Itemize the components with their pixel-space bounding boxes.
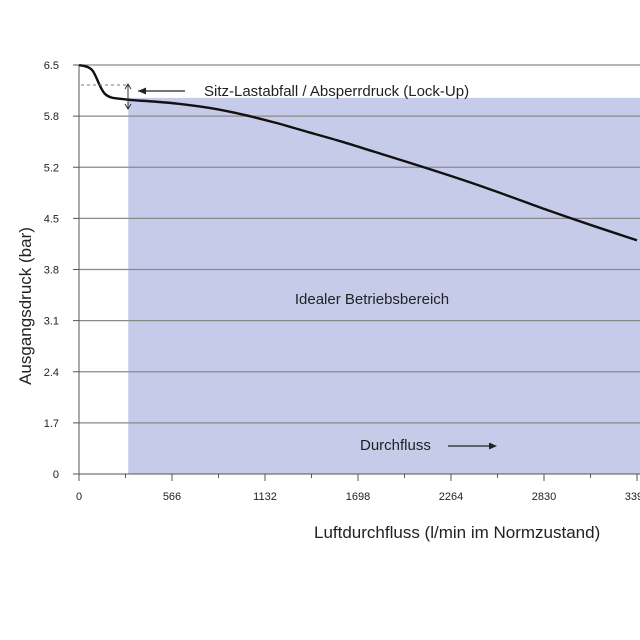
- y-tick-label: 6.5: [44, 60, 59, 72]
- y-tick-label: 1.7: [44, 418, 59, 430]
- y-tick-label: 4.5: [44, 213, 59, 225]
- x-tick-label: 1698: [346, 491, 370, 503]
- lockup-bracket-bottom-arrow: [124, 103, 132, 110]
- x-axis-title: Luftdurchfluss (l/min im Normzustand): [314, 523, 600, 542]
- x-tick-label: 2264: [439, 491, 463, 503]
- y-tick-label: 5.2: [44, 162, 59, 174]
- y-axis-title: Ausgangsdruck (bar): [16, 227, 35, 385]
- x-tick-label: 2830: [532, 491, 556, 503]
- operating-range-layer: [128, 97, 640, 474]
- y-tick-label: 5.8: [44, 111, 59, 123]
- series-layer: [78, 63, 638, 242]
- axes: 0 1.7 2.4 3.1 3.8 4.5 5.2 5.8 6.5 0 566 1132 1698 226…: [44, 60, 640, 503]
- x-tick-label: 566: [163, 491, 181, 503]
- lockup-annotation: Sitz-Lastabfall / Absperrdruck (Lock-Up): [204, 83, 469, 100]
- y-tick-label: 2.4: [44, 367, 59, 379]
- y-tick-label: 3.1: [44, 316, 59, 328]
- y-tick-label: 3.8: [44, 265, 59, 277]
- x-tick-label: 1132: [253, 491, 277, 503]
- x-tick-label: 3396: [625, 491, 640, 503]
- flow-arrowhead: [489, 442, 497, 450]
- operating-range-label: Idealer Betriebsbereich: [295, 291, 449, 308]
- lockup-bracket-top-arrow: [124, 83, 132, 90]
- gridlines: [79, 64, 640, 424]
- x-tick-label: 0: [76, 491, 82, 503]
- flow-annotation: Durchfluss: [360, 437, 431, 454]
- annotation-layer: [81, 83, 497, 450]
- lockup-pointer-arrowhead: [138, 87, 146, 95]
- operating-range-area: [128, 97, 640, 474]
- pressure-curve: [78, 63, 638, 242]
- y-tick-label: 0: [53, 469, 59, 481]
